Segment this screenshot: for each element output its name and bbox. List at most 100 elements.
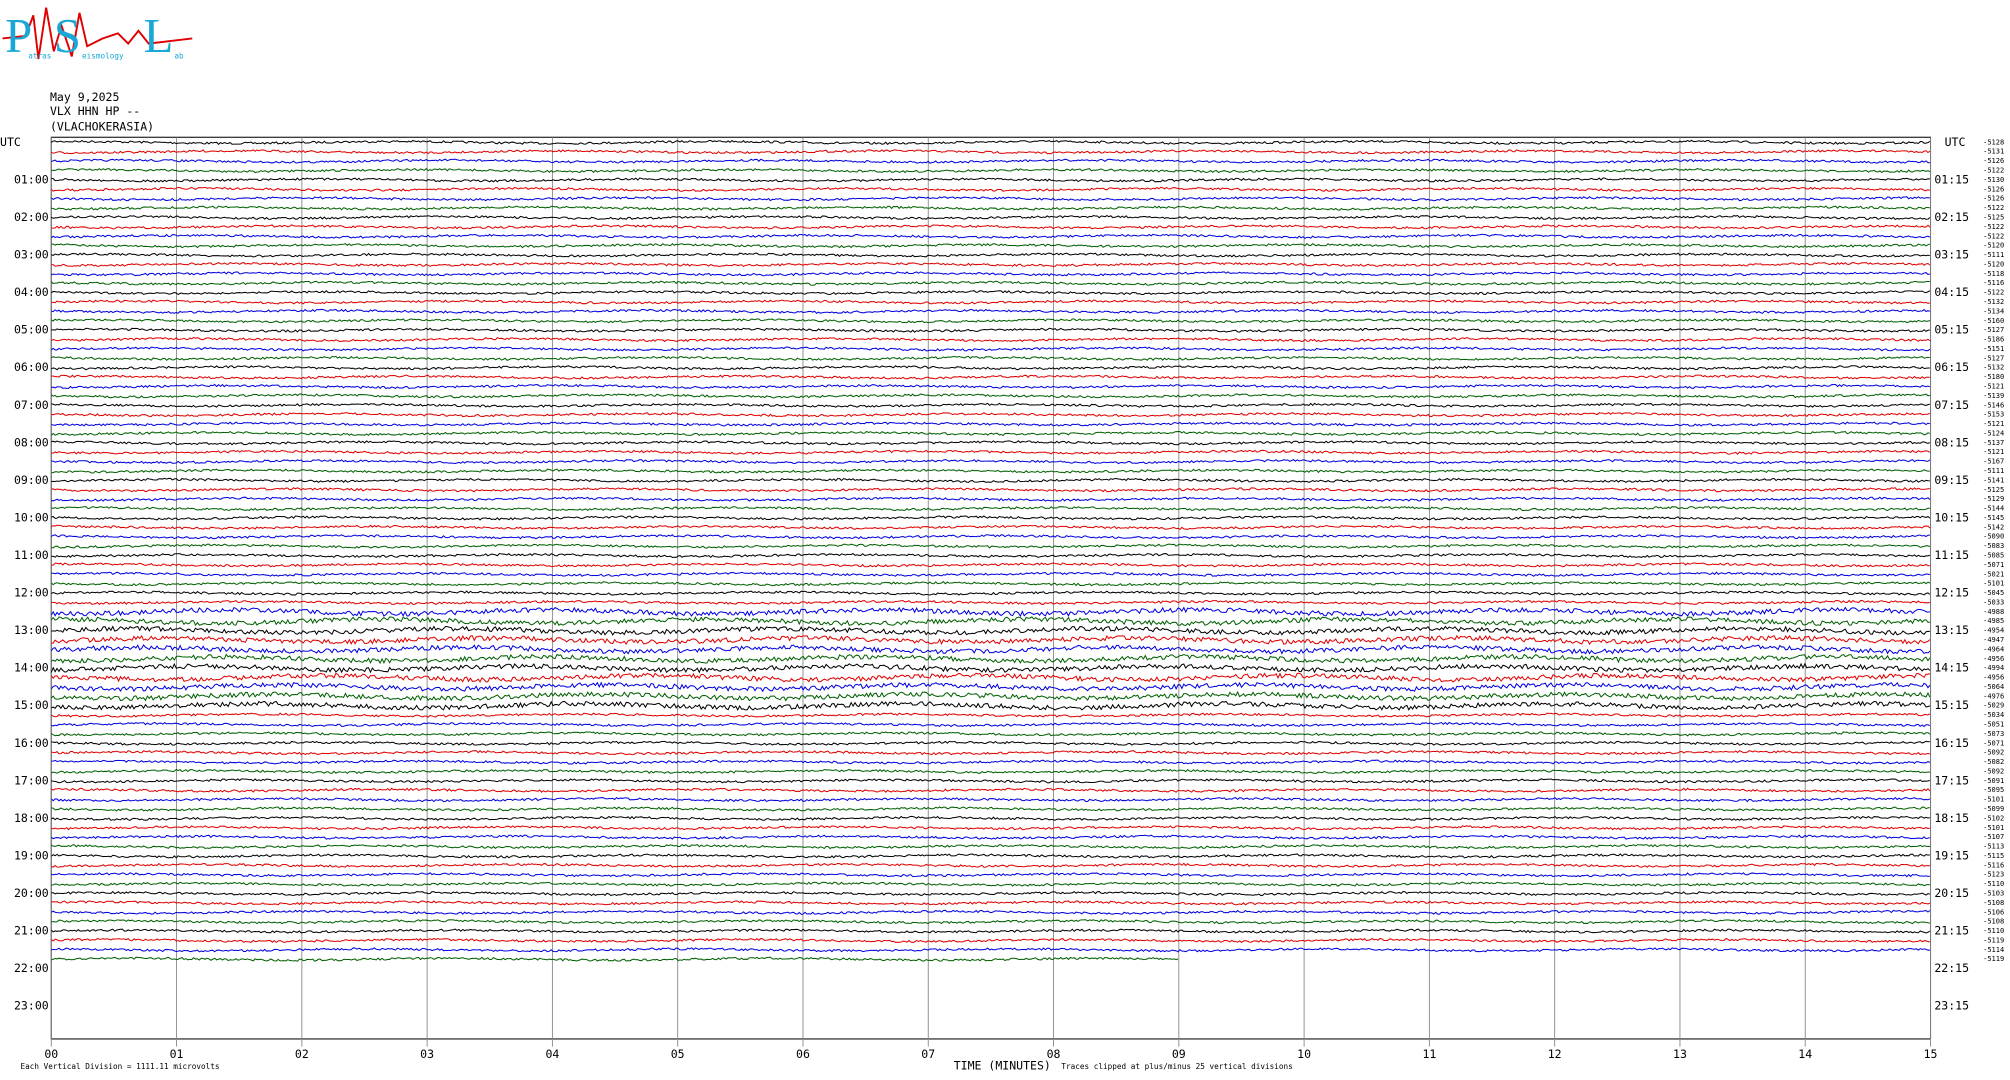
trace [51,740,1930,746]
trace [51,562,1930,568]
trace-offset-label: -5101 [1983,823,2004,832]
trace-offset-label: -5142 [1983,522,2004,531]
trace [50,662,1931,674]
trace-offset-label: -5108 [1983,898,2004,907]
trace [51,224,1931,230]
x-tick-label: 08 [1047,1047,1061,1061]
trace-offset-label: -5116 [1983,278,2004,287]
trace-offset-label: -5139 [1983,391,2004,400]
trace [51,374,1930,380]
trace-offset-label: -5130 [1983,175,2004,184]
trace [51,534,1930,540]
trace-offset-label: -5115 [1983,851,2004,860]
trace-offset-label: -5127 [1983,353,2004,362]
trace [51,421,1931,427]
hour-label: 10:15 [1934,510,1969,524]
x-tick-label: 00 [44,1047,58,1061]
hour-label: 09:00 [14,473,49,487]
trace [51,768,1930,775]
x-tick-label: 04 [545,1047,559,1061]
trace-offset-label: -5045 [1983,588,2004,597]
trace [51,843,1930,850]
trace-offset-label: -5186 [1983,335,2004,344]
trace [51,487,1930,493]
hour-label: 11:00 [14,548,49,562]
hour-label: 03:15 [1934,248,1969,262]
hour-label: 17:15 [1934,773,1969,787]
trace [51,299,1930,305]
trace-offset-label: -5129 [1983,494,2004,503]
hour-label: 13:00 [14,623,49,637]
logo-wave [2,7,193,60]
trace [51,872,1930,878]
trace [51,881,1930,887]
trace [51,956,1179,962]
hour-label: 18:00 [14,811,49,825]
trace-offset-label: -5092 [1983,748,2004,757]
trace [50,606,1931,618]
logo-letter: S [54,9,81,63]
hour-label: 12:00 [14,586,49,600]
hour-label: 06:15 [1934,360,1969,374]
trace [50,644,1931,655]
hour-label: 21:15 [1934,924,1969,938]
trace-offset-label: -5114 [1983,945,2004,954]
trace-offset-label: -5110 [1983,926,2004,935]
trace [51,890,1930,897]
trace-offset-label: -5132 [1983,297,2004,306]
hour-label: 05:15 [1934,323,1969,337]
trace [51,590,1931,596]
hour-label: 02:00 [14,210,49,224]
trace [50,681,1931,693]
trace [51,571,1931,577]
trace [51,365,1930,371]
trace-offset-label: -4976 [1983,691,2004,700]
trace-offset-label: -5122 [1983,288,2004,297]
trace-offset-label: -5127 [1983,325,2004,334]
trace-offset-label: -5111 [1983,466,2004,475]
trace-offset-label: -5101 [1983,795,2004,804]
trace [51,543,1931,549]
hour-label: 22:15 [1934,961,1969,975]
trace [51,261,1931,267]
trace-offset-label: -5126 [1983,156,2004,165]
hour-label: 16:00 [14,736,49,750]
trace-offset-label: -4985 [1983,616,2004,625]
hour-label: 04:00 [14,285,49,299]
trace [50,186,1931,192]
trace [51,524,1931,530]
trace-offset-label: -5051 [1983,719,2004,728]
x-tick-label: 15 [1924,1047,1938,1061]
trace [50,430,1931,437]
logo-subtext: ab [174,51,184,60]
trace [51,634,1931,645]
trace-offset-label: -5108 [1983,917,2004,926]
trace [51,318,1931,324]
trace [51,553,1931,559]
x-tick-label: 13 [1673,1047,1687,1061]
trace [50,393,1931,399]
trace [50,616,1930,627]
trace-offset-label: -5034 [1983,710,2004,719]
trace-offset-label: -5029 [1983,701,2004,710]
trace-offset-label: -5120 [1983,259,2004,268]
trace-offset-label: -5125 [1983,212,2004,221]
hour-label: 15:15 [1934,698,1969,712]
trace [50,139,1931,146]
header-channel: VLX HHN HP -- [50,104,140,118]
trace-offset-label: -5083 [1983,541,2004,550]
x-tick-label: 03 [420,1047,434,1061]
trace [51,806,1930,812]
trace [51,731,1931,737]
trace-offset-label: -5118 [1983,269,2004,278]
trace [51,515,1931,521]
trace [51,336,1931,343]
trace-offset-label: -4947 [1983,635,2004,644]
trace [51,468,1930,474]
trace-offset-label: -5132 [1983,363,2004,372]
trace [50,346,1931,352]
trace-offset-label: -5119 [1983,954,2004,963]
trace [50,672,1931,683]
trace-offset-label: -5151 [1983,344,2004,353]
